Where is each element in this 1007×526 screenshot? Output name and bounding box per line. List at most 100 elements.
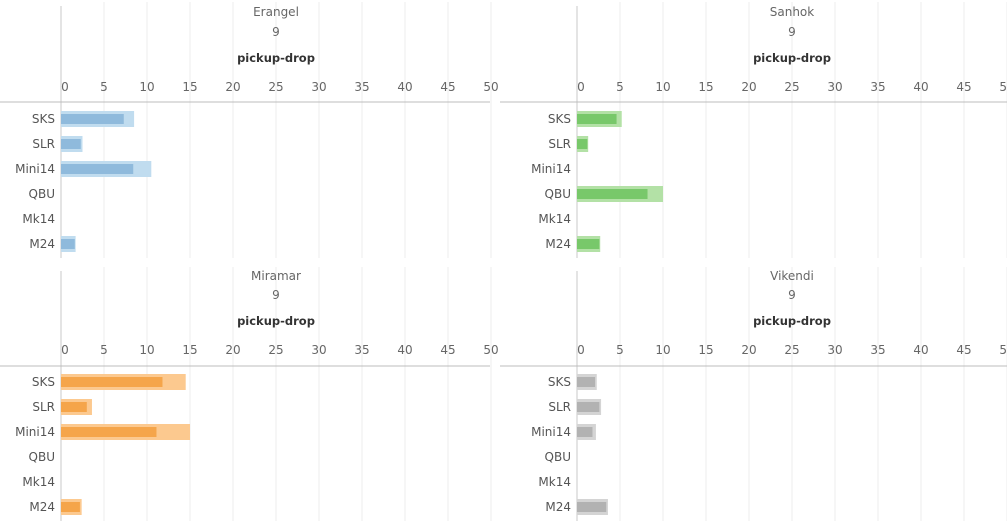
category-label: Mk14 <box>22 475 55 489</box>
x-tick-label: 40 <box>913 80 928 94</box>
bar-inner-qbu <box>577 189 648 199</box>
x-tick-label: 45 <box>956 343 971 357</box>
category-label: SLR <box>32 400 55 414</box>
bar-inner-slr <box>61 402 87 412</box>
panel-subtitle: 9 <box>788 25 796 39</box>
bar-inner-sks <box>61 114 124 124</box>
chart-panel-erangel: Erangel 9 pickup-drop 0 5 10 15 20 25 30 35 40 45 50 S… <box>0 2 499 258</box>
chart-panel-sanhok: Sanhok 9 pickup-drop 0 5 10 15 20 25 30 35 40 45 50 SK… <box>500 2 1007 258</box>
x-tick-label: 5 <box>616 80 624 94</box>
x-tick-label: 45 <box>956 80 971 94</box>
bar-inner-m24 <box>61 502 80 512</box>
category-label: SLR <box>548 400 571 414</box>
x-tick-label: 40 <box>397 80 412 94</box>
x-tick-label: 0 <box>577 343 585 357</box>
category-label: QBU <box>545 187 571 201</box>
chart-panel-vikendi: Vikendi 9 pickup-drop 0 5 10 15 20 25 30 35 40 45 50 S… <box>500 267 1007 521</box>
category-label: Mini14 <box>531 162 571 176</box>
x-tick-label: 20 <box>741 343 756 357</box>
category-label: M24 <box>29 237 55 251</box>
x-tick-label: 50 <box>483 80 498 94</box>
bar-inner-mini14 <box>61 427 157 437</box>
category-label: QBU <box>29 187 55 201</box>
x-tick-label: 10 <box>655 80 670 94</box>
x-tick-label: 15 <box>698 80 713 94</box>
x-tick-label: 45 <box>440 343 455 357</box>
category-label: QBU <box>29 450 55 464</box>
category-label: QBU <box>545 450 571 464</box>
x-tick-label: 0 <box>577 80 585 94</box>
x-axis-label: pickup-drop <box>237 51 315 65</box>
category-label: SLR <box>32 137 55 151</box>
panel-title: Sanhok <box>770 5 815 19</box>
category-label: M24 <box>545 237 571 251</box>
x-tick-label: 5 <box>100 80 108 94</box>
x-tick-label: 50 <box>999 80 1007 94</box>
category-label: Mk14 <box>538 475 571 489</box>
x-axis-label: pickup-drop <box>237 314 315 328</box>
x-tick-label: 5 <box>100 343 108 357</box>
x-tick-label: 25 <box>268 343 283 357</box>
x-tick-label: 20 <box>741 80 756 94</box>
category-label: SKS <box>548 112 571 126</box>
x-tick-label: 25 <box>268 80 283 94</box>
bar-inner-m24 <box>577 239 600 249</box>
x-tick-label: 50 <box>999 343 1007 357</box>
panel-subtitle: 9 <box>272 25 280 39</box>
x-axis-label: pickup-drop <box>753 51 831 65</box>
category-label: SKS <box>548 375 571 389</box>
x-axis-label: pickup-drop <box>753 314 831 328</box>
x-tick-label: 50 <box>483 343 498 357</box>
bar-inner-m24 <box>577 502 607 512</box>
x-tick-label: 15 <box>182 343 197 357</box>
x-tick-label: 30 <box>827 343 842 357</box>
panel-subtitle: 9 <box>272 288 280 302</box>
category-label: SLR <box>548 137 571 151</box>
category-label: Mk14 <box>22 212 55 226</box>
x-tick-label: 20 <box>225 80 240 94</box>
bar-inner-sks <box>577 114 617 124</box>
panel-title: Erangel <box>253 5 299 19</box>
x-tick-label: 35 <box>870 343 885 357</box>
category-label: Mini14 <box>15 162 55 176</box>
bar-inner-sks <box>577 377 596 387</box>
bar-inner-slr <box>577 139 588 149</box>
category-label: M24 <box>545 500 571 514</box>
category-label: SKS <box>32 112 55 126</box>
category-label: Mini14 <box>15 425 55 439</box>
x-tick-label: 0 <box>61 80 69 94</box>
x-tick-label: 10 <box>139 80 154 94</box>
x-tick-label: 10 <box>655 343 670 357</box>
x-tick-label: 35 <box>354 80 369 94</box>
x-tick-label: 5 <box>616 343 624 357</box>
x-tick-label: 40 <box>397 343 412 357</box>
x-tick-label: 45 <box>440 80 455 94</box>
bar-inner-slr <box>61 139 81 149</box>
panel-title: Miramar <box>251 269 301 283</box>
x-tick-label: 25 <box>784 343 799 357</box>
x-tick-label: 10 <box>139 343 154 357</box>
bar-inner-mini14 <box>577 427 593 437</box>
x-tick-label: 35 <box>870 80 885 94</box>
panel-subtitle: 9 <box>788 288 796 302</box>
x-tick-label: 15 <box>698 343 713 357</box>
panel-title: Vikendi <box>770 269 814 283</box>
x-tick-label: 30 <box>311 80 326 94</box>
bar-inner-m24 <box>61 239 75 249</box>
x-tick-label: 15 <box>182 80 197 94</box>
bar-inner-mini14 <box>61 164 134 174</box>
x-tick-label: 30 <box>311 343 326 357</box>
category-label: M24 <box>29 500 55 514</box>
chart-panel-miramar: Miramar 9 pickup-drop 0 5 10 15 20 25 30 35 40 45 50 S… <box>0 267 499 521</box>
bar-inner-slr <box>577 402 600 412</box>
x-tick-label: 0 <box>61 343 69 357</box>
category-label: Mk14 <box>538 212 571 226</box>
x-tick-label: 25 <box>784 80 799 94</box>
bar-inner-sks <box>61 377 163 387</box>
x-tick-label: 40 <box>913 343 928 357</box>
x-tick-label: 35 <box>354 343 369 357</box>
x-tick-label: 30 <box>827 80 842 94</box>
x-tick-label: 20 <box>225 343 240 357</box>
category-label: SKS <box>32 375 55 389</box>
